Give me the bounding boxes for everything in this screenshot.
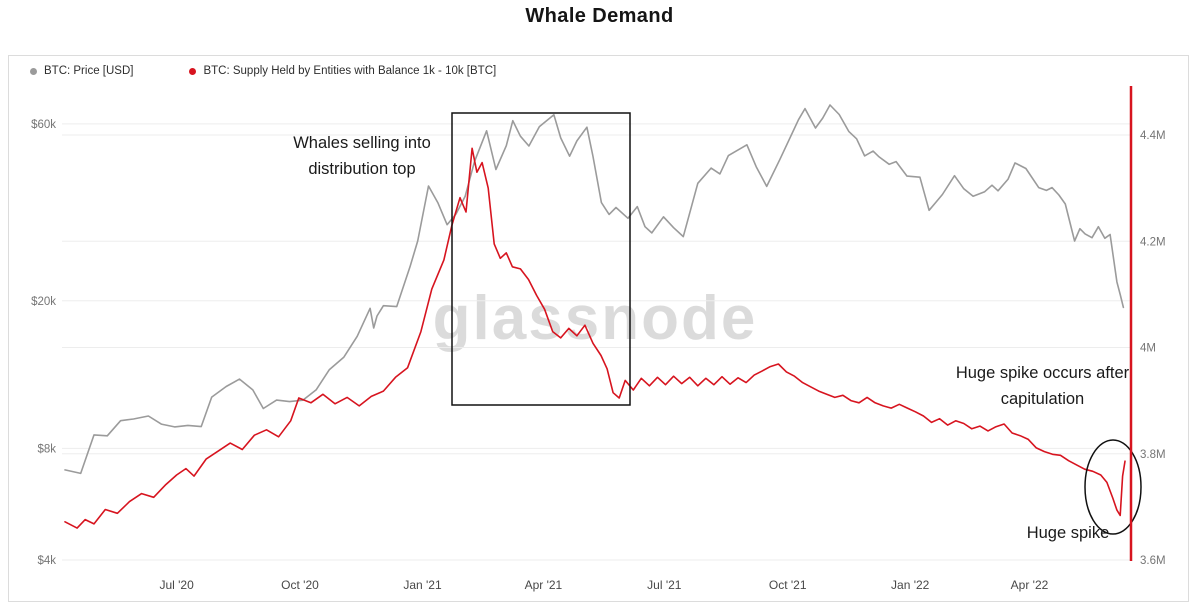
price-series-swatch-icon xyxy=(30,67,37,75)
x-tick-label: Oct '21 xyxy=(769,578,807,592)
y-right-tick-label: 3.6M xyxy=(1140,555,1166,567)
x-tick-label: Oct '20 xyxy=(281,578,319,592)
y-left-tick-label: $4k xyxy=(37,555,56,567)
chart-legend: BTC: Price [USD] BTC: Supply Held by Ent… xyxy=(30,65,496,77)
chart-title: Whale Demand xyxy=(525,5,674,27)
y-right-tick-label: 3.8M xyxy=(1140,449,1166,461)
glassnode-watermark: glassnode xyxy=(432,284,758,353)
y-right-tick-label: 4.2M xyxy=(1140,236,1166,248)
annotation-huge-spike-label-text: Huge spike xyxy=(1026,524,1110,542)
x-tick-label: Apr '22 xyxy=(1011,578,1049,592)
annotation-box xyxy=(451,112,631,406)
legend-item-supply[interactable]: BTC: Supply Held by Entities with Balanc… xyxy=(189,65,496,77)
x-tick-label: Jul '21 xyxy=(647,578,682,592)
annotation-huge-spike-note-text: Huge spike occurs after capitulation xyxy=(955,364,1130,408)
annotation-whales-selling-text: Whales selling into distribution top xyxy=(293,134,431,178)
y-right-tick-label: 4.4M xyxy=(1140,130,1166,142)
y-left-tick-label: $8k xyxy=(37,443,56,455)
x-tick-label: Jul '20 xyxy=(159,578,194,592)
annotation-ellipse xyxy=(1084,439,1142,535)
y-left-tick-label: $60k xyxy=(31,119,56,131)
price-line xyxy=(64,104,1125,475)
x-tick-label: Apr '21 xyxy=(525,578,563,592)
legend-item-price[interactable]: BTC: Price [USD] xyxy=(30,65,133,77)
x-tick-label: Jan '21 xyxy=(403,578,442,592)
x-tick-label: Jan '22 xyxy=(891,578,930,592)
supply-line xyxy=(64,147,1126,529)
chart-card xyxy=(8,55,1189,602)
legend-label-price: BTC: Price [USD] xyxy=(44,65,134,77)
y-left-tick-label: $20k xyxy=(31,296,56,308)
y-right-tick-label: 4M xyxy=(1140,343,1156,355)
supply-series-swatch-icon xyxy=(189,67,197,75)
legend-label-supply: BTC: Supply Held by Entities with Balanc… xyxy=(203,65,497,77)
